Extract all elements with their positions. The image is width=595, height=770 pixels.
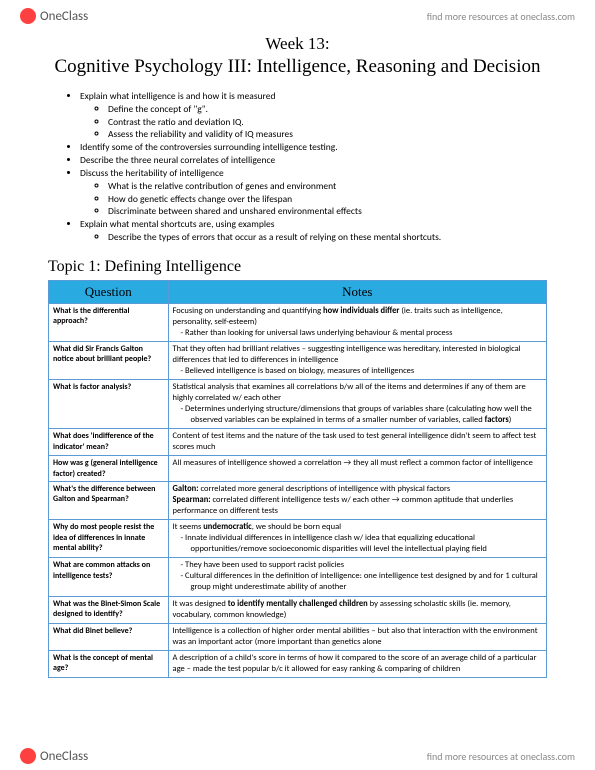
- notes-line: Focusing on understanding and quantifyin…: [173, 306, 542, 328]
- week-title: Week 13:: [48, 34, 547, 54]
- notes-cell: Galton: correlated more general descript…: [168, 482, 546, 520]
- header-tagline: find more resources at oneclass.com: [427, 10, 575, 23]
- table-row: What is factor analysis?Statistical anal…: [49, 380, 547, 429]
- outline-subitem: Discriminate between shared and unshared…: [108, 205, 547, 218]
- learning-outline: Explain what intelligence is and how it …: [48, 90, 547, 244]
- topic-heading: Topic 1: Defining Intelligence: [48, 258, 547, 276]
- footer-tagline: find more resources at oneclass.com: [427, 750, 575, 763]
- page-title: Cognitive Psychology III: Intelligence, …: [48, 56, 547, 78]
- notes-line: Spearman: correlated different intellige…: [173, 495, 542, 517]
- outline-subitem: Define the concept of "g".: [108, 103, 547, 116]
- outline-item: Describe the three neural correlates of …: [80, 154, 547, 167]
- table-row: How was g (general intelligence factor) …: [49, 456, 547, 482]
- logo-icon: [20, 8, 36, 24]
- footer-logo: OneClass: [20, 748, 88, 764]
- outline-subitem: Assess the reliability and validity of I…: [108, 128, 547, 141]
- question-cell: What's the difference between Galton and…: [49, 482, 169, 520]
- brand-name: OneClass: [40, 749, 88, 764]
- notes-cell: Content of test items and the nature of …: [168, 429, 546, 456]
- notes-table: Question Notes What is the differential …: [48, 280, 547, 678]
- notes-line: Cultural differences in the definition o…: [173, 571, 542, 593]
- question-cell: Why do most people resist the idea of di…: [49, 520, 169, 558]
- question-cell: What is the concept of mental age?: [49, 650, 169, 677]
- notes-line: It was designed to identify mentally cha…: [173, 599, 542, 621]
- question-cell: What is the differential approach?: [49, 303, 169, 341]
- table-row: What is the concept of mental age?A desc…: [49, 650, 547, 677]
- question-cell: What did Binet believe?: [49, 623, 169, 650]
- header-bar: OneClass find more resources at oneclass…: [0, 0, 595, 28]
- notes-cell: A description of a child's score in term…: [168, 650, 546, 677]
- table-row: What does 'indifference of the indicator…: [49, 429, 547, 456]
- outline-item: Explain what intelligence is and how it …: [80, 90, 547, 141]
- question-cell: What is factor analysis?: [49, 380, 169, 429]
- notes-line: Believed intelligence is based on biolog…: [173, 366, 542, 377]
- notes-line: Innate individual differences in intelli…: [173, 533, 542, 555]
- table-row: What did Sir Francis Galton notice about…: [49, 341, 547, 379]
- notes-line: Galton: correlated more general descript…: [173, 484, 542, 495]
- notes-line: Content of test items and the nature of …: [173, 431, 542, 453]
- outline-item: Discuss the heritability of intelligence…: [80, 167, 547, 218]
- table-row: What did Binet believe?Intelligence is a…: [49, 623, 547, 650]
- notes-cell: Statistical analysis that examines all c…: [168, 380, 546, 429]
- table-row: Why do most people resist the idea of di…: [49, 520, 547, 558]
- notes-line: Determines underlying structure/dimensio…: [173, 404, 542, 426]
- outline-subitem: Contrast the ratio and deviation IQ.: [108, 116, 547, 129]
- notes-line: That they often had brilliant relatives …: [173, 344, 542, 366]
- col-header-question: Question: [49, 280, 169, 303]
- outline-item: Explain what mental shortcuts are, using…: [80, 218, 547, 244]
- page-body: Week 13: Cognitive Psychology III: Intel…: [0, 28, 595, 678]
- table-row: What is the differential approach?Focusi…: [49, 303, 547, 341]
- table-row: What's the difference between Galton and…: [49, 482, 547, 520]
- notes-cell: That they often had brilliant relatives …: [168, 341, 546, 379]
- notes-cell: Focusing on understanding and quantifyin…: [168, 303, 546, 341]
- notes-cell: They have been used to support racist po…: [168, 558, 546, 596]
- brand-logo: OneClass: [20, 8, 88, 24]
- notes-cell: It seems undemocratic, we should be born…: [168, 520, 546, 558]
- notes-line: It seems undemocratic, we should be born…: [173, 522, 542, 533]
- outline-subitem: What is the relative contribution of gen…: [108, 180, 547, 193]
- question-cell: What does 'indifference of the indicator…: [49, 429, 169, 456]
- notes-cell: All measures of intelligence showed a co…: [168, 456, 546, 482]
- question-cell: What was the Binet-Simon Scale designed …: [49, 596, 169, 623]
- notes-cell: It was designed to identify mentally cha…: [168, 596, 546, 623]
- question-cell: What are common attacks on intelligence …: [49, 558, 169, 596]
- notes-cell: Intelligence is a collection of higher o…: [168, 623, 546, 650]
- footer-bar: OneClass find more resources at oneclass…: [0, 748, 595, 764]
- question-cell: What did Sir Francis Galton notice about…: [49, 341, 169, 379]
- notes-line: Rather than looking for universal laws u…: [173, 328, 542, 339]
- notes-line: Intelligence is a collection of higher o…: [173, 626, 542, 648]
- table-row: What was the Binet-Simon Scale designed …: [49, 596, 547, 623]
- notes-line: All measures of intelligence showed a co…: [173, 458, 542, 469]
- notes-line: They have been used to support racist po…: [173, 560, 542, 571]
- col-header-notes: Notes: [168, 280, 546, 303]
- question-cell: How was g (general intelligence factor) …: [49, 456, 169, 482]
- outline-subitem: Describe the types of errors that occur …: [108, 231, 547, 244]
- outline-subitem: How do genetic effects change over the l…: [108, 193, 547, 206]
- table-row: What are common attacks on intelligence …: [49, 558, 547, 596]
- brand-name: OneClass: [40, 9, 88, 24]
- notes-line: Statistical analysis that examines all c…: [173, 382, 542, 404]
- outline-item: Identify some of the controversies surro…: [80, 141, 547, 154]
- notes-line: A description of a child's score in term…: [173, 653, 542, 675]
- logo-icon: [20, 748, 36, 764]
